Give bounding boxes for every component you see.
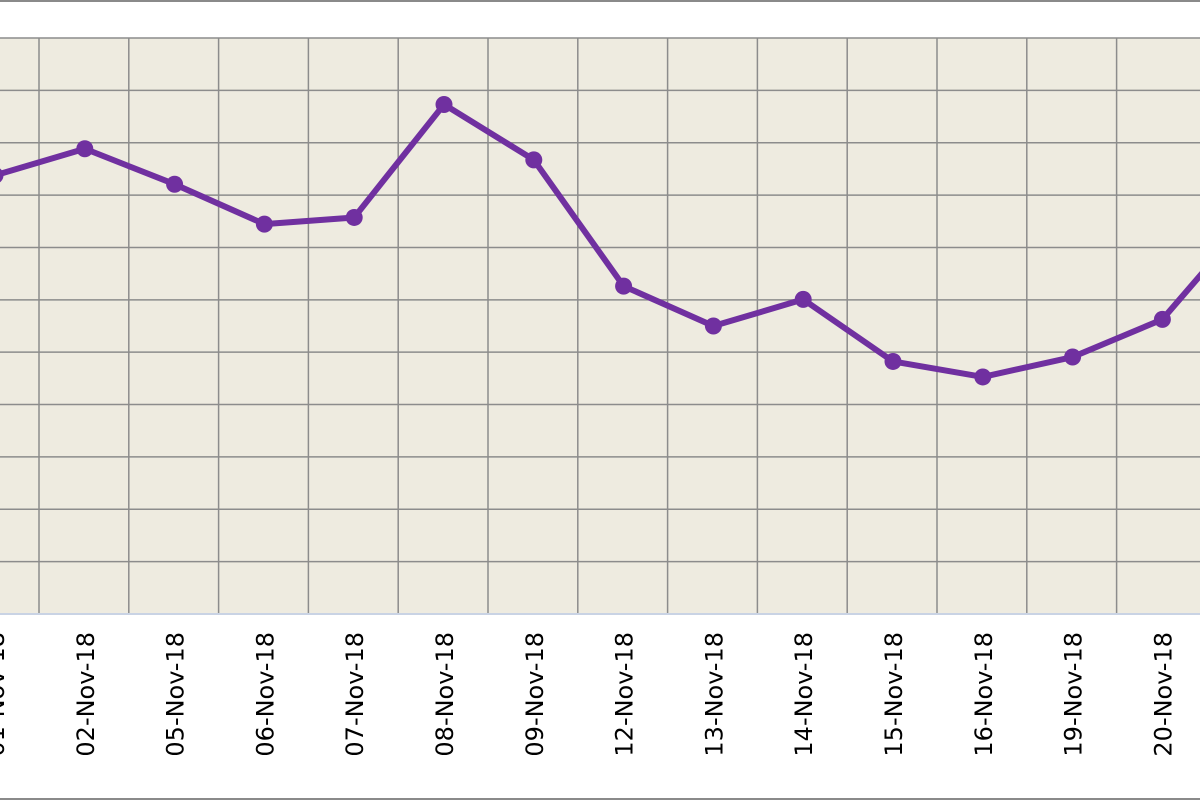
x-tick-label: 07-Nov-18 [341,632,369,757]
data-point-09-Nov-18 [525,151,543,169]
data-point-15-Nov-18 [884,352,902,370]
data-point-05-Nov-18 [166,175,184,193]
x-tick-label: 02-Nov-18 [72,632,100,757]
data-point-14-Nov-18 [794,290,812,308]
x-tick-label: 08-Nov-18 [431,632,459,757]
x-tick-label: 12-Nov-18 [611,632,639,757]
x-tick-label: 16-Nov-18 [970,632,998,757]
data-point-19-Nov-18 [1064,348,1082,366]
data-point-08-Nov-18 [435,95,453,113]
data-point-01-Nov-18 [0,168,4,183]
data-point-02-Nov-18 [76,140,94,158]
x-tick-label: 09-Nov-18 [521,632,549,757]
data-point-16-Nov-18 [974,368,992,386]
series-group [0,95,1200,386]
x-tick-label: 20-Nov-18 [1149,632,1177,757]
x-tick-label: 06-Nov-18 [251,632,279,757]
data-point-20-Nov-18 [1153,310,1171,328]
x-tick-label: 14-Nov-18 [790,632,818,757]
plot-area-background [0,38,1200,614]
x-tick-label: 13-Nov-18 [700,632,728,757]
x-tick-labels: 01-Nov-18 02-Nov-18 05-Nov-18 06-Nov-18 07-N… [0,632,1177,757]
x-tick-label: 19-Nov-18 [1060,632,1088,757]
x-tick-label: 05-Nov-18 [162,632,190,757]
x-tick-label: 15-Nov-18 [880,632,908,757]
data-point-06-Nov-18 [255,215,273,233]
data-point-12-Nov-18 [615,277,633,295]
data-point-13-Nov-18 [704,317,722,335]
x-tick-label: 01-Nov-18 [0,632,10,757]
data-point-07-Nov-18 [345,208,363,226]
